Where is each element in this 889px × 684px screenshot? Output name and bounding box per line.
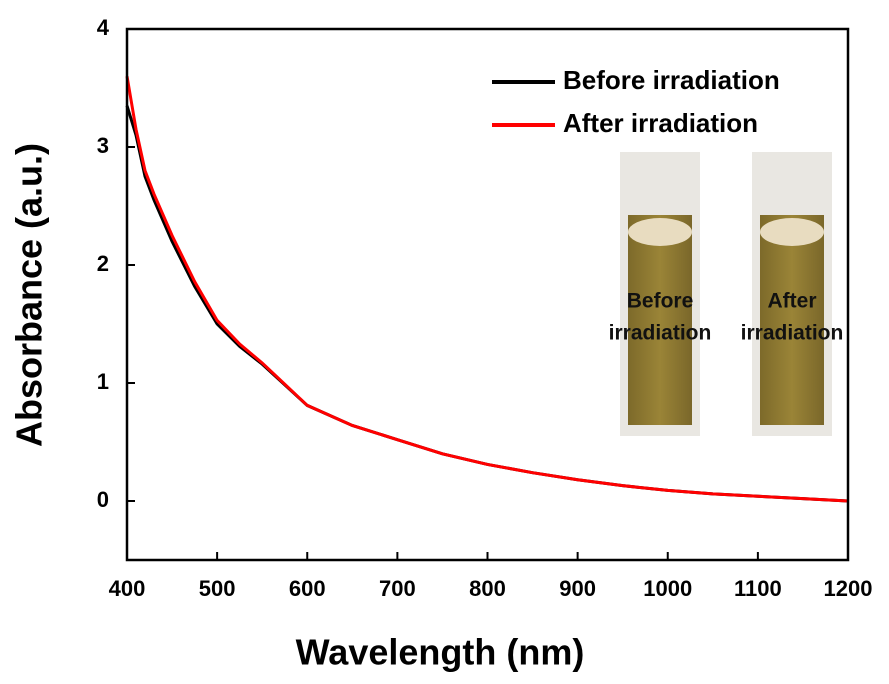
x-tick-label: 1100 (734, 576, 782, 601)
series-line (125, 75, 849, 503)
inset-label: irradiation (609, 322, 712, 345)
x-tick-label: 1200 (824, 576, 873, 601)
y-tick-label: 2 (97, 251, 109, 276)
inset-photo (620, 152, 832, 436)
y-tick-label: 1 (97, 369, 109, 394)
inset-label: irradiation (741, 322, 844, 345)
x-tick-label: 1000 (643, 576, 692, 601)
x-tick-label: 900 (559, 576, 596, 601)
plot-frame (125, 27, 850, 562)
y-tick-label: 0 (97, 487, 109, 512)
series-line (125, 105, 849, 503)
y-axis-label: Absorbance (a.u.) (9, 143, 50, 447)
x-tick-label: 800 (469, 576, 506, 601)
x-tick-label: 500 (199, 576, 236, 601)
x-tick-label: 400 (109, 576, 146, 601)
y-tick-label: 4 (97, 15, 110, 40)
y-tick-label: 3 (97, 133, 109, 158)
x-axis-label: Wavelength (nm) (296, 632, 585, 673)
x-tick-label: 700 (379, 576, 416, 601)
legend-label: After irradiation (563, 108, 758, 138)
inset-label: Before (627, 290, 694, 313)
x-tick-label: 600 (289, 576, 326, 601)
legend-label: Before irradiation (563, 65, 780, 95)
inset-label: After (767, 290, 816, 313)
